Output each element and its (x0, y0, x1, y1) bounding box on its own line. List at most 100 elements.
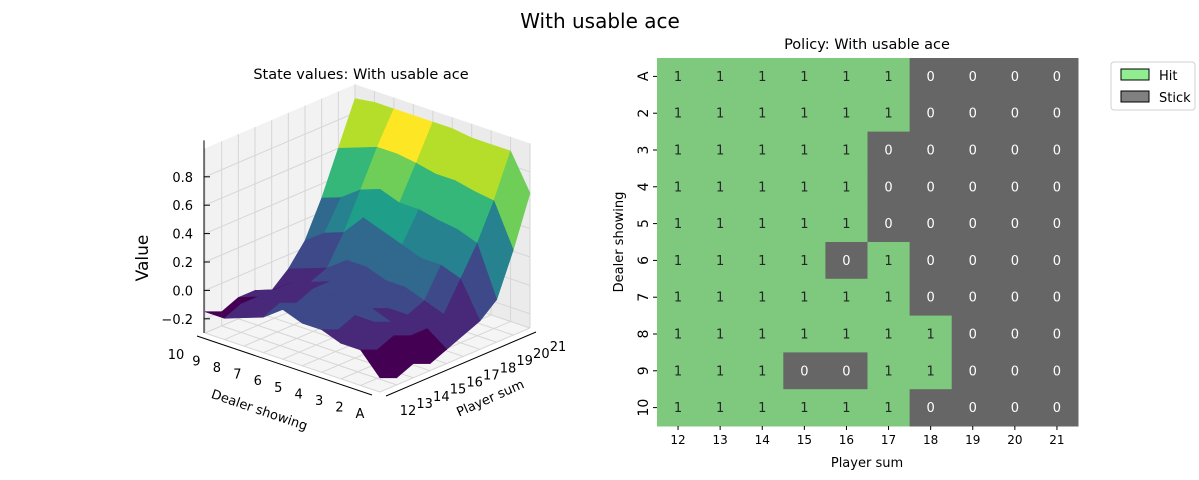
heatmap-cell-label: 0 (1011, 291, 1019, 306)
heatmap-cell-label: 0 (969, 328, 977, 343)
heatmap-cell (783, 278, 826, 317)
heatmap-cell-label: 1 (716, 144, 724, 159)
heatmap-cell-label: 1 (758, 144, 766, 159)
heatmap-cell (993, 242, 1037, 280)
heatmap-cell-label: 1 (758, 70, 766, 85)
heatmap-cell-label: 0 (1053, 180, 1061, 195)
heatmap-cell-label: 1 (758, 107, 766, 122)
player-tick-label: 16 (466, 376, 483, 391)
heatmap-cell (993, 58, 1037, 96)
heatmap-cell-label: 0 (884, 217, 892, 232)
heatmap-ylabel: Dealer showing (612, 192, 627, 293)
heatmap-cell-label: 1 (884, 364, 892, 379)
player-axis (385, 331, 537, 397)
heatmap-cell-label: 0 (927, 144, 935, 159)
heatmap-cell-label: 1 (842, 180, 850, 195)
heatmap-cell (657, 315, 700, 353)
player-tick-label: 18 (500, 361, 517, 376)
heatmap-cell-label: 1 (927, 328, 935, 343)
heatmap-cell (951, 242, 995, 280)
heatmap-cell-label: 1 (800, 254, 808, 269)
heatmap-cell (993, 94, 1037, 133)
heatmap-cell-label: 1 (800, 70, 808, 85)
heatmap-cell (699, 242, 742, 280)
y-tick-label: 6 (636, 256, 652, 265)
z-tick-label: 0.8 (172, 171, 193, 186)
heatmap-cell-label: 1 (674, 107, 682, 122)
y-tick-label: A (636, 71, 652, 81)
grid-line (204, 332, 381, 393)
heatmap-cell (741, 278, 784, 317)
heatmap-cell (993, 389, 1037, 427)
heatmap-cell-label: 0 (1011, 107, 1019, 122)
heatmap-cell-label: 0 (800, 364, 808, 379)
heatmap-cell-label: 0 (969, 180, 977, 195)
heatmap-cell-label: 1 (674, 144, 682, 159)
heatmap-cell-label: 1 (884, 328, 892, 343)
heatmap-cell (909, 242, 953, 280)
heatmap-cell-label: 0 (1053, 107, 1061, 122)
heatmap-cell (741, 352, 784, 390)
heatmap-cell-label: 1 (842, 401, 850, 416)
heatmap-cell (993, 205, 1037, 243)
heatmap-cell-label: 1 (758, 254, 766, 269)
heatmap-cell-label: 1 (674, 180, 682, 195)
heatmap-cell (741, 131, 784, 169)
heatmap-cell-label: 0 (1011, 364, 1019, 379)
heatmap-cell-label: 1 (927, 364, 935, 379)
heatmap-cell (1035, 352, 1079, 390)
heatmap-cell (657, 389, 700, 427)
heatmap-cell-label: 1 (842, 291, 850, 306)
heatmap-cell (993, 168, 1037, 206)
heatmap-cell-label: 0 (1011, 180, 1019, 195)
heatmap-cell-label: 0 (927, 401, 935, 416)
heatmap-cell-label: 0 (927, 70, 935, 85)
heatmap-cell (657, 205, 700, 243)
y-tick-label: 7 (636, 293, 652, 302)
heatmap-cell (993, 315, 1037, 353)
heatmap-cell (741, 315, 784, 353)
heatmap-cell (909, 168, 953, 206)
heatmap-cell (951, 131, 995, 169)
heatmap-cell-label: 0 (1053, 70, 1061, 85)
heatmap-cell-label: 0 (1053, 291, 1061, 306)
heatmap-cell-label: 1 (758, 401, 766, 416)
heatmap-cell (951, 278, 995, 317)
heatmap-cell-label: 0 (884, 144, 892, 159)
heatmap-cell (1035, 58, 1079, 96)
heatmap-cell-label: 1 (842, 217, 850, 232)
heatmap-cell (909, 278, 953, 317)
heatmap-cell-label: 1 (716, 291, 724, 306)
heatmap-cell (951, 205, 995, 243)
heatmap-cell (825, 242, 868, 280)
heatmap-cell-label: 1 (800, 180, 808, 195)
y-tick-label: 8 (636, 330, 652, 339)
heatmap-cell (867, 58, 911, 96)
dealer-tick-label: 3 (315, 394, 323, 409)
heatmap-cell-label: 1 (674, 328, 682, 343)
heatmap-cell-label: 0 (969, 70, 977, 85)
heatmap-cell-label: 0 (1053, 364, 1061, 379)
y-tick-label: 2 (636, 109, 652, 118)
heatmap-cell (825, 389, 868, 427)
heatmap-cell (783, 168, 826, 206)
grid-line (379, 327, 531, 393)
x-tick-label: 18 (923, 433, 938, 447)
heatmap-cell (909, 352, 953, 390)
heatmap-cell-label: 1 (758, 328, 766, 343)
heatmap-xlabel: Player sum (831, 456, 903, 471)
heatmap-cell (951, 58, 995, 96)
heatmap-cell (867, 278, 911, 317)
z-tick-label: 0.2 (172, 256, 193, 271)
heatmap-cell-label: 0 (969, 254, 977, 269)
heatmap-cell (825, 168, 868, 206)
heatmap-title: Policy: With usable ace (784, 37, 950, 53)
z-tick-label: −0.2 (161, 313, 193, 328)
heatmap-cell (1035, 131, 1079, 169)
heatmap-cell-label: 1 (884, 107, 892, 122)
heatmap-cell-label: 1 (884, 401, 892, 416)
heatmap-cell-label: 1 (758, 364, 766, 379)
heatmap-cell-label: 1 (674, 291, 682, 306)
y-tick-label: 10 (636, 399, 652, 417)
y-tick-label: 4 (636, 182, 652, 191)
